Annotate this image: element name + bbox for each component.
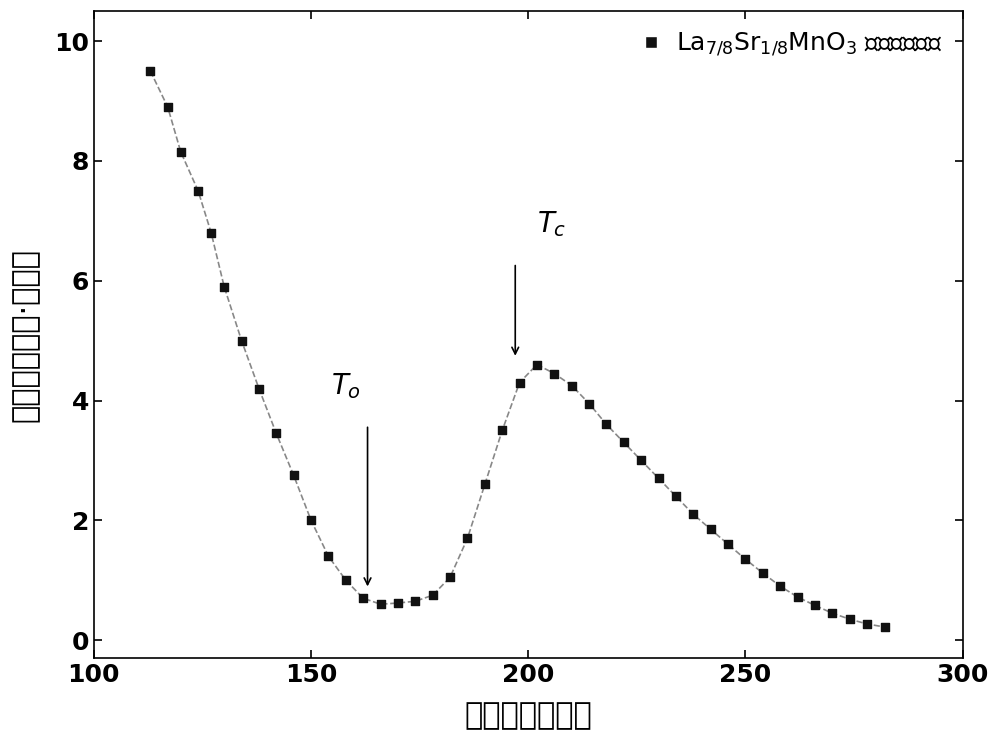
- Point: [173, 146, 189, 158]
- Point: [790, 591, 806, 603]
- Point: [286, 470, 302, 482]
- X-axis label: 温度（开尔文）: 温度（开尔文）: [464, 701, 592, 730]
- Point: [442, 571, 458, 583]
- Point: [268, 428, 284, 439]
- Point: [216, 281, 232, 293]
- Point: [633, 454, 649, 466]
- Point: [772, 580, 788, 592]
- Point: [616, 436, 632, 448]
- Point: [529, 359, 545, 370]
- Point: [338, 574, 354, 586]
- Point: [425, 589, 441, 601]
- Point: [546, 368, 562, 379]
- Point: [303, 514, 319, 526]
- Point: [512, 376, 528, 388]
- Point: [494, 425, 510, 436]
- Point: [142, 65, 158, 77]
- Point: [842, 614, 858, 625]
- Point: [320, 551, 336, 562]
- Point: [407, 595, 423, 607]
- Point: [668, 491, 684, 502]
- Point: [703, 523, 719, 535]
- Point: [355, 592, 371, 604]
- Point: [598, 419, 614, 431]
- Point: [564, 379, 580, 391]
- Point: [390, 597, 406, 609]
- Point: [685, 508, 701, 520]
- Point: [203, 227, 219, 239]
- Point: [581, 398, 597, 410]
- Point: [459, 532, 475, 544]
- Point: [251, 382, 267, 394]
- Point: [477, 479, 493, 491]
- Legend: La$_{7/8}$Sr$_{1/8}$MnO$_3$ 块材（靶材）: La$_{7/8}$Sr$_{1/8}$MnO$_3$ 块材（靶材）: [631, 24, 950, 66]
- Point: [160, 101, 176, 113]
- Point: [824, 608, 840, 619]
- Point: [859, 618, 875, 630]
- Point: [720, 539, 736, 551]
- Point: [737, 554, 753, 565]
- Text: $T_c$: $T_c$: [537, 209, 566, 239]
- Point: [190, 185, 206, 197]
- Point: [807, 599, 823, 611]
- Point: [877, 621, 893, 633]
- Point: [651, 473, 667, 485]
- Point: [234, 335, 250, 347]
- Text: $T_o$: $T_o$: [331, 370, 361, 401]
- Point: [755, 567, 771, 579]
- Y-axis label: 电阵率（欧姆·厘米）: 电阵率（欧姆·厘米）: [11, 247, 40, 422]
- Point: [373, 598, 389, 610]
